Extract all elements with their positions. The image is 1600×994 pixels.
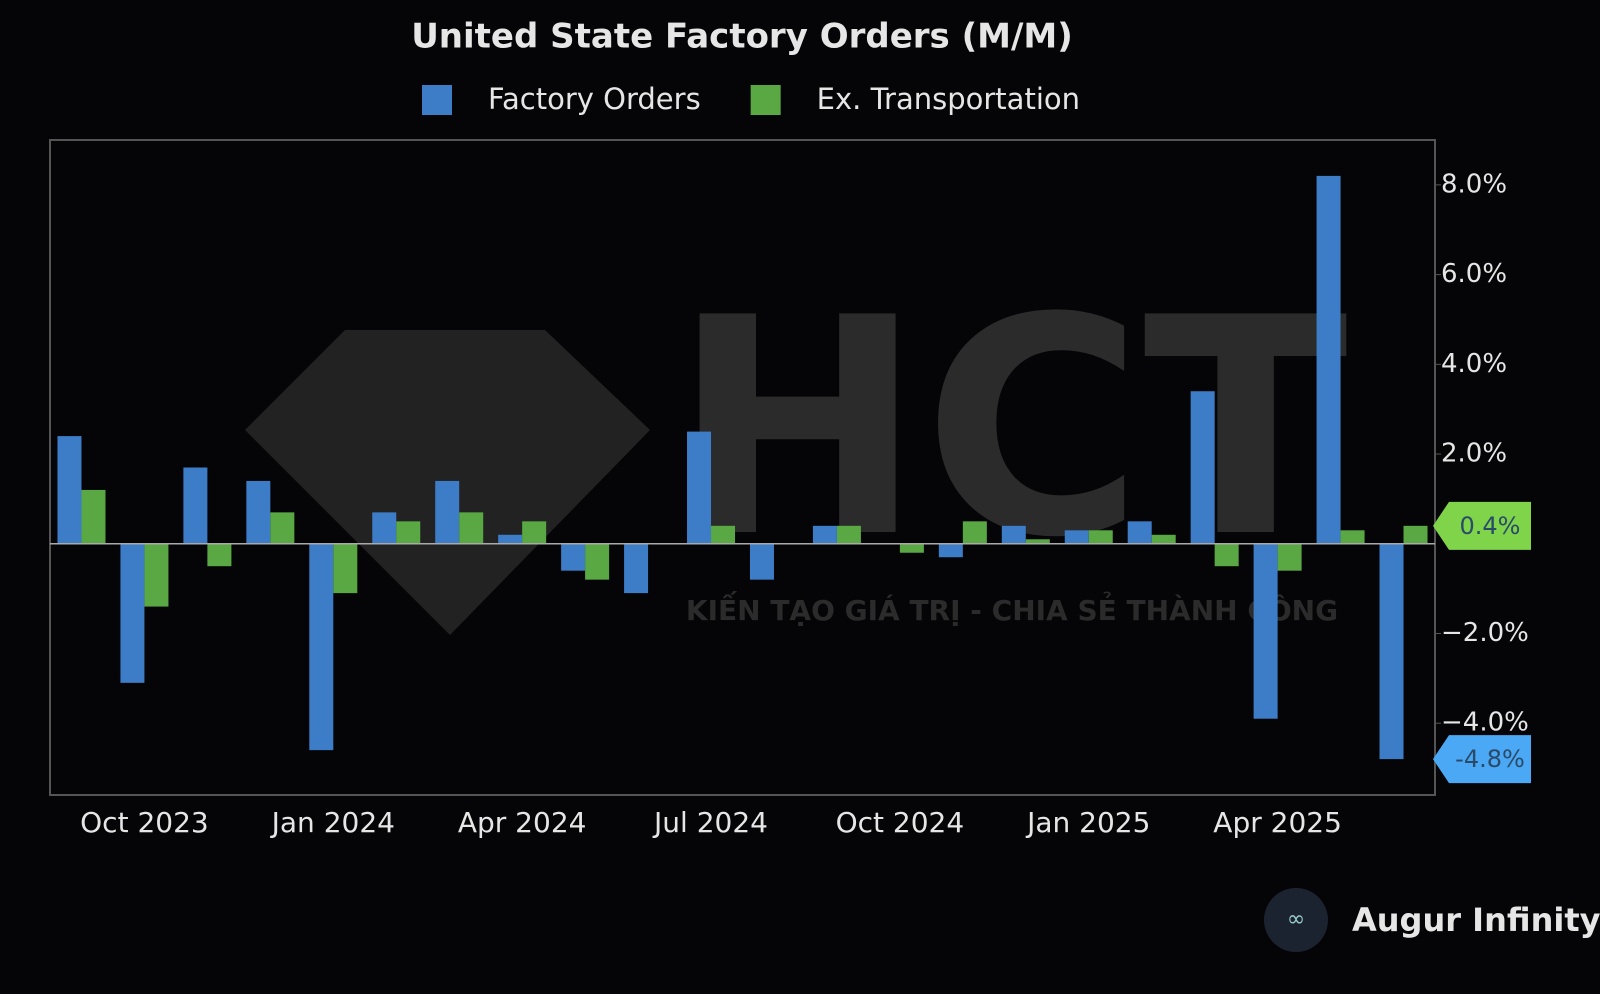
- bar: [899, 543, 924, 553]
- bar: [309, 543, 334, 751]
- bar: [687, 431, 712, 544]
- bar: [1277, 543, 1302, 571]
- source-logo: [1264, 888, 1328, 952]
- bar: [1214, 543, 1239, 567]
- bar: [1064, 530, 1089, 544]
- bar: [81, 489, 106, 544]
- value-label: -4.8%: [1455, 745, 1525, 773]
- bar: [624, 543, 649, 594]
- chart-title: United State Factory Orders (M/M): [411, 17, 1073, 57]
- bar: [1151, 534, 1176, 544]
- legend-swatch: [750, 85, 781, 115]
- bar: [1001, 525, 1026, 544]
- bar: [144, 543, 169, 607]
- x-tick-label: Jan 2024: [270, 806, 395, 839]
- bar: [749, 543, 774, 580]
- bar: [1088, 530, 1113, 544]
- bar: [459, 512, 484, 544]
- bar: [1253, 543, 1278, 719]
- bar: [333, 543, 358, 594]
- x-tick-label: Jan 2025: [1025, 806, 1150, 839]
- bar: [962, 521, 987, 544]
- bar: [498, 534, 523, 544]
- legend-label: Factory Orders: [488, 82, 701, 116]
- x-tick-label: Apr 2025: [1213, 806, 1342, 839]
- watermark: HCT KIẾN TẠO GIÁ TRỊ - CHIA SẺ THÀNH CÔN…: [245, 254, 1350, 635]
- source-logo-mark: ∞: [1287, 907, 1305, 932]
- y-tick-label: 6.0%: [1441, 259, 1507, 289]
- bar: [938, 543, 963, 558]
- bar: [836, 525, 861, 544]
- bar: [372, 512, 397, 544]
- bar: [57, 436, 82, 544]
- x-tick-label: Apr 2024: [458, 806, 587, 839]
- y-tick-label: 4.0%: [1441, 349, 1507, 379]
- bar: [561, 543, 586, 571]
- bar: [522, 521, 547, 544]
- watermark-slogan: KIẾN TẠO GIÁ TRỊ - CHIA SẺ THÀNH CÔNG: [686, 590, 1338, 627]
- bar: [1379, 543, 1404, 760]
- y-tick-label: 8.0%: [1441, 169, 1507, 199]
- y-tick-label: 2.0%: [1441, 439, 1507, 469]
- x-tick-label: Jul 2024: [652, 806, 768, 839]
- bar: [120, 543, 145, 683]
- bar: [1340, 530, 1365, 544]
- bar: [585, 543, 610, 580]
- source: Augur Infinity: [1352, 901, 1600, 939]
- bar: [1403, 525, 1428, 544]
- value-label: 0.4%: [1460, 512, 1521, 540]
- bar: [435, 480, 460, 544]
- value-label-box: [1433, 501, 1531, 550]
- bar: [1025, 539, 1050, 544]
- bar: [812, 525, 837, 544]
- bar: [207, 543, 232, 567]
- x-tick-label: Oct 2024: [836, 806, 965, 839]
- value-label-box: [1433, 735, 1531, 784]
- legend-label: Ex. Transportation: [817, 82, 1080, 116]
- bar: [1190, 391, 1215, 544]
- bar: [1127, 521, 1152, 544]
- plot-frame: [49, 139, 1436, 796]
- bar: [1316, 175, 1341, 544]
- x-tick-label: Oct 2023: [80, 806, 209, 839]
- bar: [396, 521, 421, 544]
- y-tick-label: −4.0%: [1441, 708, 1529, 738]
- bar: [270, 512, 295, 544]
- bar: [711, 525, 736, 544]
- legend-swatch: [422, 85, 452, 115]
- bar: [183, 467, 208, 544]
- y-tick-label: −2.0%: [1441, 618, 1529, 648]
- bar: [246, 480, 271, 544]
